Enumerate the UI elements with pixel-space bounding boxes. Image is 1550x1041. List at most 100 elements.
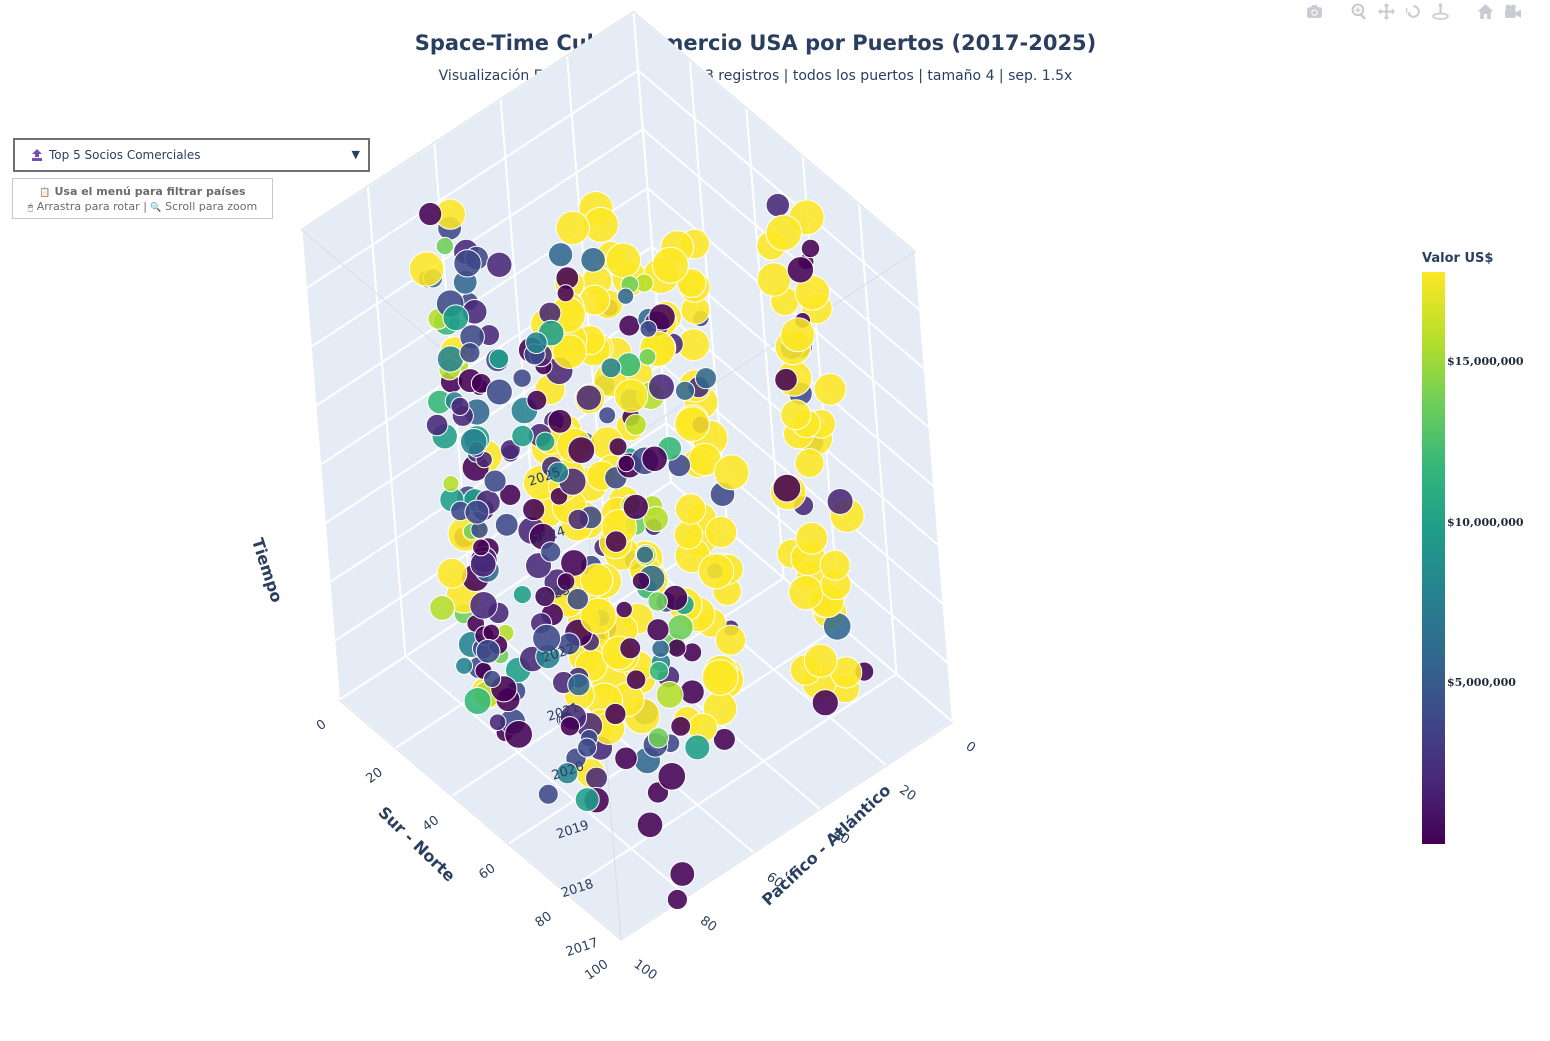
country-filter-dropdown[interactable]: Top 5 Socios Comerciales ▼ bbox=[13, 138, 370, 172]
data-point bbox=[450, 396, 470, 416]
data-point bbox=[667, 638, 687, 658]
data-point bbox=[636, 811, 664, 839]
camera-icon[interactable] bbox=[1305, 2, 1324, 21]
data-point bbox=[608, 437, 628, 457]
dropdown-selected-label: Top 5 Socios Comerciales bbox=[49, 148, 201, 162]
scatter-points bbox=[408, 191, 875, 911]
data-point bbox=[624, 413, 647, 436]
data-point bbox=[567, 436, 596, 465]
data-point bbox=[651, 246, 689, 284]
data-point bbox=[813, 372, 847, 406]
data-point bbox=[548, 242, 574, 268]
data-point bbox=[704, 515, 738, 549]
wall-grid-z bbox=[305, 69, 921, 312]
data-point bbox=[794, 448, 825, 479]
data-point bbox=[475, 638, 501, 664]
instructions-box: 📋 Usa el menú para filtrar países 🖱 Arra… bbox=[12, 178, 273, 219]
data-point bbox=[425, 413, 449, 437]
data-point bbox=[455, 656, 474, 675]
data-point bbox=[648, 373, 675, 401]
chart-title: Space-Time Cube: Comercio USA por Puerto… bbox=[414, 31, 1097, 55]
hint-zoom-text: Scroll para zoom bbox=[165, 200, 258, 213]
data-point bbox=[435, 236, 455, 256]
y-tick-label: 40 bbox=[420, 813, 442, 835]
x-tick-label: 20 bbox=[896, 783, 918, 805]
space-time-cube-plot[interactable]: 2017201820192020202120222023202420250204… bbox=[0, 0, 1400, 1041]
data-point bbox=[577, 737, 597, 758]
orbit-rotation-icon[interactable] bbox=[1404, 2, 1423, 21]
data-point bbox=[483, 469, 507, 493]
data-point bbox=[567, 673, 591, 697]
z-tick-label: 2017 bbox=[564, 936, 600, 960]
data-point bbox=[504, 720, 533, 749]
hint-filter-text: Usa el menú para filtrar países bbox=[54, 185, 246, 198]
data-point bbox=[774, 367, 798, 392]
hint-rotate-text: Arrastra para rotar bbox=[36, 200, 140, 213]
data-point bbox=[560, 549, 588, 577]
wall-grid-z bbox=[314, 186, 931, 429]
data-point bbox=[674, 380, 696, 401]
z-axis-title: Tiempo bbox=[248, 536, 287, 605]
data-point bbox=[459, 342, 481, 364]
data-point bbox=[604, 702, 627, 726]
data-point bbox=[631, 571, 651, 591]
data-point bbox=[811, 689, 839, 717]
zoom-icon[interactable] bbox=[1350, 2, 1369, 21]
data-point bbox=[712, 727, 736, 751]
chevron-down-icon: ▼ bbox=[351, 148, 360, 161]
x-tick-label: 80 bbox=[697, 913, 719, 935]
data-point bbox=[559, 716, 581, 737]
y-tick-label: 20 bbox=[364, 765, 386, 787]
data-point bbox=[499, 483, 522, 506]
data-point bbox=[547, 408, 573, 434]
data-point bbox=[622, 493, 649, 520]
data-point bbox=[648, 661, 670, 682]
data-point bbox=[648, 303, 676, 331]
data-point bbox=[547, 461, 569, 484]
data-point bbox=[684, 734, 711, 761]
data-point bbox=[600, 357, 622, 379]
data-point bbox=[580, 597, 617, 635]
data-point bbox=[436, 345, 464, 373]
data-point bbox=[819, 549, 851, 581]
data-point bbox=[556, 762, 579, 785]
data-point bbox=[618, 314, 641, 337]
wall-grid-z bbox=[319, 245, 935, 488]
data-point bbox=[619, 637, 642, 660]
data-point bbox=[540, 541, 562, 563]
data-point bbox=[647, 591, 668, 612]
data-point bbox=[635, 545, 655, 564]
data-point bbox=[698, 553, 735, 590]
data-point bbox=[667, 614, 694, 641]
data-point bbox=[655, 681, 684, 709]
data-point bbox=[639, 320, 658, 338]
data-point bbox=[585, 766, 608, 790]
reset-camera-icon[interactable] bbox=[1476, 2, 1495, 21]
data-point bbox=[459, 428, 488, 456]
data-point bbox=[617, 454, 635, 473]
data-point bbox=[453, 249, 482, 278]
default-view-icon[interactable] bbox=[1503, 2, 1522, 21]
data-point bbox=[488, 348, 510, 370]
pan-icon[interactable] bbox=[1377, 2, 1396, 21]
data-point bbox=[614, 746, 638, 771]
scene-edge bbox=[301, 11, 634, 231]
data-point bbox=[780, 317, 816, 353]
data-point bbox=[800, 238, 821, 259]
data-point bbox=[641, 445, 668, 473]
data-point bbox=[534, 586, 556, 607]
data-point bbox=[605, 242, 642, 279]
modebar bbox=[1305, 2, 1522, 21]
wall-grid-z bbox=[338, 480, 954, 723]
data-point bbox=[486, 251, 513, 278]
data-point bbox=[826, 488, 854, 515]
data-point bbox=[512, 368, 532, 388]
data-point bbox=[552, 334, 587, 370]
data-point bbox=[713, 454, 750, 491]
data-point bbox=[674, 493, 707, 525]
data-point bbox=[772, 473, 802, 503]
turntable-rotation-icon[interactable] bbox=[1431, 2, 1450, 21]
data-point bbox=[715, 624, 747, 656]
data-point bbox=[512, 585, 533, 605]
data-point bbox=[463, 687, 492, 715]
